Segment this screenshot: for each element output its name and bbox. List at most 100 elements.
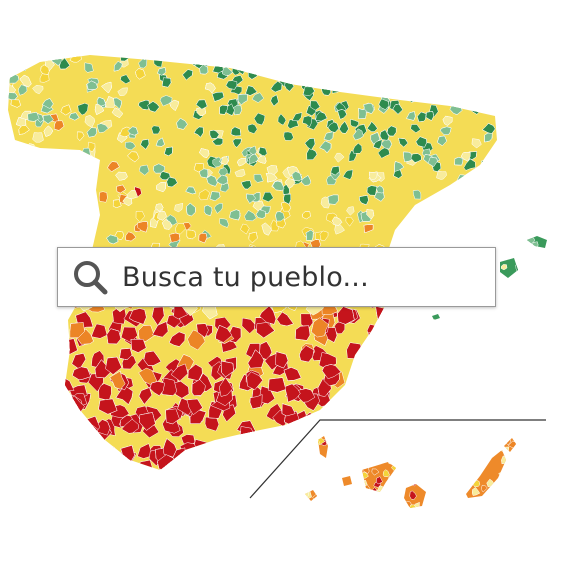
municipality — [372, 429, 389, 448]
municipality — [196, 323, 209, 338]
municipality — [120, 74, 131, 85]
municipality — [454, 82, 464, 92]
municipality — [11, 452, 30, 470]
municipality — [168, 331, 186, 347]
municipality — [16, 176, 27, 188]
municipality — [161, 219, 173, 230]
municipality — [399, 436, 417, 452]
municipality — [415, 436, 425, 441]
municipality — [461, 394, 477, 409]
municipality — [474, 234, 485, 246]
municipality — [331, 451, 339, 460]
municipality — [407, 449, 421, 466]
municipality — [346, 206, 355, 216]
municipality — [404, 55, 414, 62]
municipality — [115, 171, 128, 181]
municipality — [8, 248, 14, 260]
municipality — [448, 343, 467, 357]
municipality — [454, 157, 464, 166]
municipality — [418, 398, 432, 416]
municipality — [207, 449, 226, 467]
municipality — [8, 255, 19, 264]
municipality — [462, 55, 473, 61]
municipality — [40, 64, 50, 75]
municipality — [345, 410, 364, 427]
municipality — [26, 55, 40, 65]
municipality — [275, 62, 286, 73]
municipality — [86, 80, 98, 90]
municipality — [8, 316, 19, 335]
municipality — [340, 498, 350, 506]
municipality — [418, 428, 435, 448]
municipality — [321, 364, 342, 380]
municipality — [433, 333, 450, 353]
municipality — [98, 444, 117, 459]
municipality — [432, 329, 450, 346]
municipality — [33, 354, 48, 370]
municipality — [458, 319, 477, 334]
municipality — [275, 62, 286, 73]
municipality — [8, 228, 12, 237]
municipality — [459, 213, 470, 224]
municipality — [209, 55, 220, 59]
municipality — [492, 61, 497, 73]
municipality — [96, 123, 109, 134]
municipality — [382, 410, 401, 426]
municipality — [482, 447, 491, 454]
municipality — [284, 432, 302, 451]
municipality — [377, 72, 390, 84]
municipality — [328, 55, 337, 67]
municipality — [348, 436, 355, 438]
municipality — [322, 477, 330, 487]
municipality — [13, 364, 31, 382]
municipality — [438, 349, 456, 367]
municipality — [43, 154, 53, 165]
municipality — [232, 138, 242, 148]
municipality — [331, 55, 341, 63]
municipality — [384, 332, 402, 352]
municipality — [143, 350, 162, 366]
municipality — [423, 234, 434, 244]
municipality — [37, 157, 49, 170]
municipality — [215, 390, 233, 407]
municipality — [71, 442, 86, 462]
municipality — [420, 328, 439, 348]
municipality — [411, 456, 420, 464]
municipality — [331, 82, 342, 94]
municipality — [378, 98, 390, 110]
municipality — [350, 62, 360, 74]
municipality — [331, 216, 343, 226]
municipality — [379, 71, 391, 80]
municipality — [367, 331, 388, 348]
municipality — [428, 479, 436, 487]
municipality — [453, 65, 467, 74]
municipality — [251, 455, 269, 468]
municipality — [186, 202, 196, 217]
municipality — [125, 231, 137, 242]
municipality — [385, 426, 400, 440]
municipality — [155, 182, 166, 193]
municipality — [377, 446, 391, 462]
municipality — [8, 462, 10, 470]
municipality — [347, 429, 362, 448]
municipality — [406, 445, 424, 461]
municipality — [367, 436, 375, 439]
municipality — [72, 192, 85, 202]
municipality — [416, 316, 434, 333]
municipality — [433, 402, 452, 422]
municipality — [423, 234, 434, 244]
municipality — [237, 455, 254, 470]
municipality — [403, 234, 413, 243]
municipality — [490, 189, 497, 202]
municipality — [17, 403, 33, 423]
municipality — [410, 153, 422, 163]
municipality — [385, 480, 393, 486]
municipality — [169, 99, 179, 112]
municipality — [485, 101, 497, 113]
municipality — [38, 391, 55, 410]
search-box[interactable]: Busca tu pueblo... — [57, 247, 496, 307]
municipality — [467, 67, 478, 77]
municipality — [227, 437, 242, 452]
municipality — [447, 362, 461, 383]
municipality — [292, 446, 313, 460]
